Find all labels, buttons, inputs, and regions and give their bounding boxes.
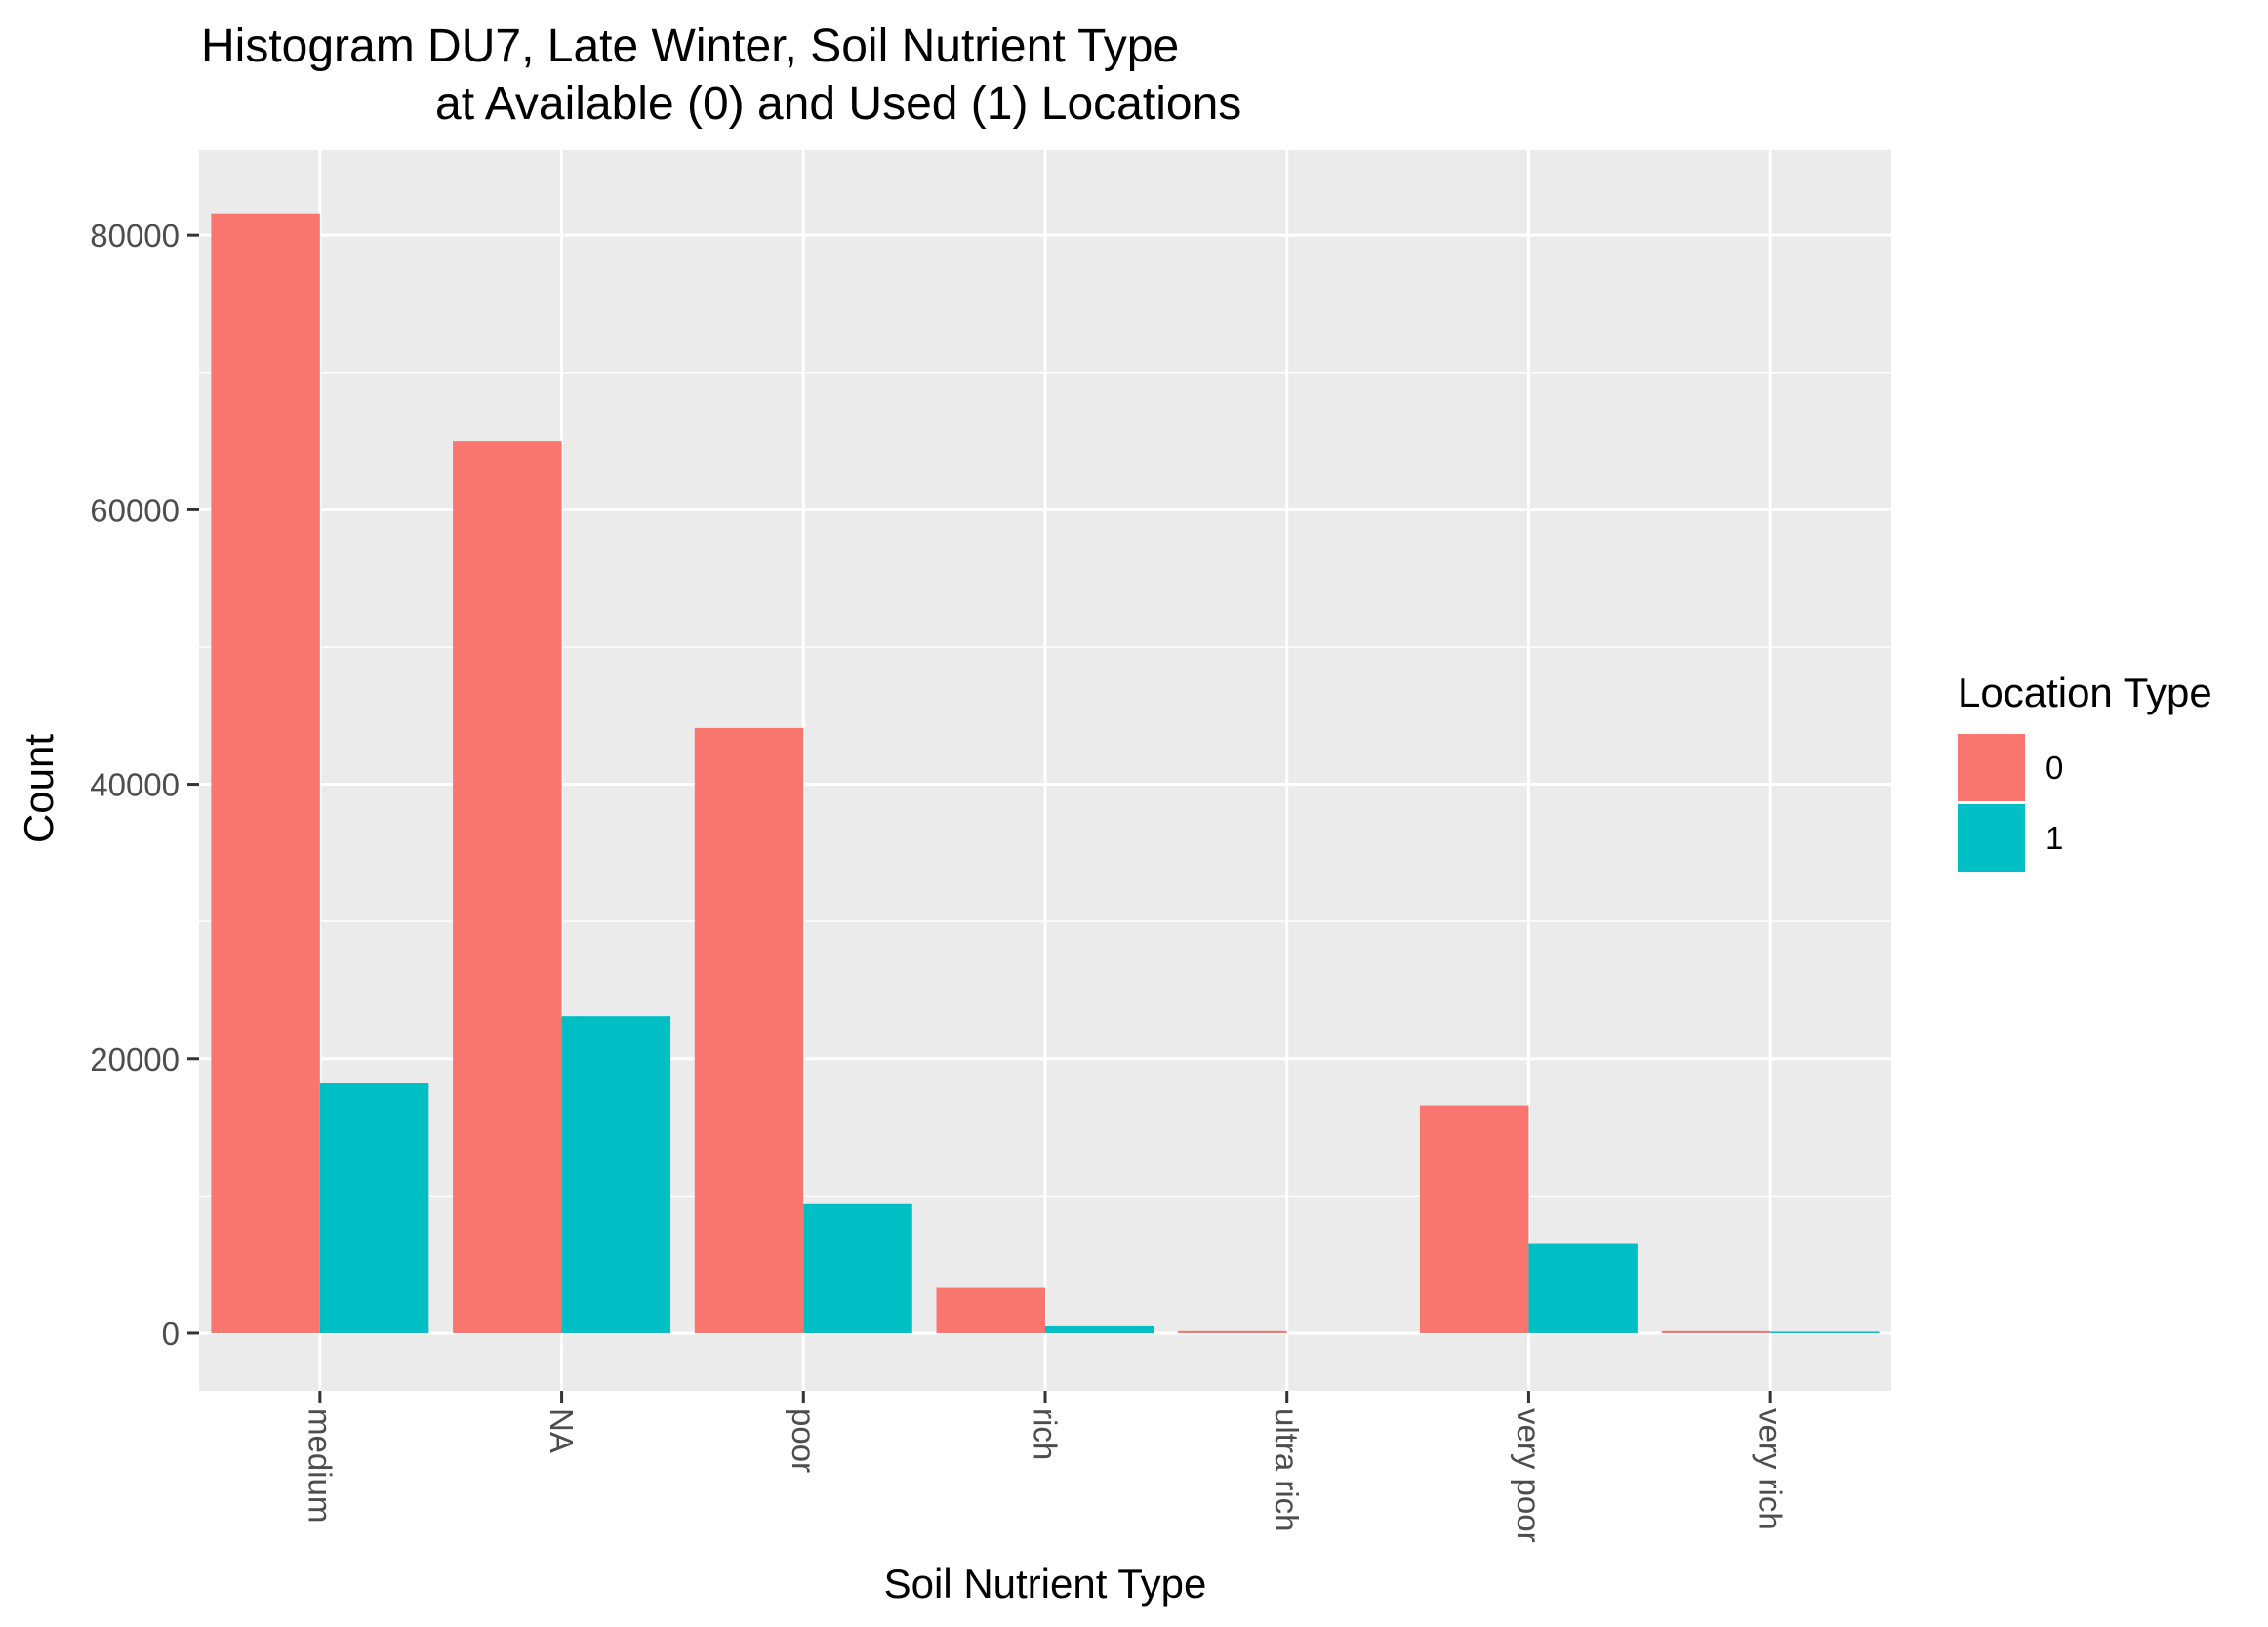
bar-rich-series-0 — [936, 1287, 1045, 1333]
legend: 01 — [1958, 734, 2063, 872]
y-tick-label: 80000 — [90, 218, 180, 254]
bars-group — [211, 213, 1880, 1333]
x-tick-label: rich — [1028, 1408, 1064, 1460]
axes-group: 0 20000 40000 60000 80000 medium NA poor rich ult… — [90, 218, 1788, 1542]
x-tick-label: NA — [544, 1408, 580, 1453]
y-axis-title: Count — [16, 734, 61, 843]
legend-label-0: 0 — [2045, 750, 2063, 786]
x-axis-title: Soil Nutrient Type — [884, 1561, 1207, 1607]
legend-key-0 — [1958, 734, 2025, 801]
chart-title-line1: Histogram DU7, Late Winter, Soil Nutrien… — [201, 20, 1179, 72]
y-tick-label: 40000 — [90, 767, 180, 803]
x-tick-label: very poor — [1511, 1408, 1547, 1543]
chart-title-line2: at Available (0) and Used (1) Locations — [435, 78, 1241, 130]
bar-very-poor-series-1 — [1528, 1243, 1638, 1333]
y-tick-label: 20000 — [90, 1041, 180, 1078]
bar-very-poor-series-0 — [1419, 1105, 1529, 1333]
bar-rich-series-1 — [1045, 1325, 1154, 1333]
bar-very-rich-series-1 — [1770, 1331, 1880, 1333]
legend-title: Location Type — [1958, 670, 2212, 715]
legend-label-1: 1 — [2045, 820, 2063, 856]
bar-ultra-rich-series-0 — [1178, 1330, 1287, 1333]
x-tick-label: very rich — [1753, 1408, 1789, 1530]
bar-very-rich-series-0 — [1661, 1330, 1771, 1333]
bar-na-series-1 — [561, 1016, 671, 1333]
y-tick-label: 60000 — [90, 492, 180, 528]
y-tick-label: 0 — [162, 1316, 180, 1352]
bar-medium-series-0 — [211, 213, 320, 1333]
bar-poor-series-0 — [694, 727, 804, 1333]
bar-na-series-0 — [453, 441, 562, 1333]
legend-key-1 — [1958, 804, 2025, 872]
x-tick-label: poor — [786, 1408, 822, 1473]
x-tick-label: medium — [302, 1408, 338, 1523]
x-tick-label: ultra rich — [1269, 1408, 1305, 1532]
bar-medium-series-1 — [319, 1083, 429, 1333]
bar-poor-series-1 — [803, 1203, 912, 1333]
